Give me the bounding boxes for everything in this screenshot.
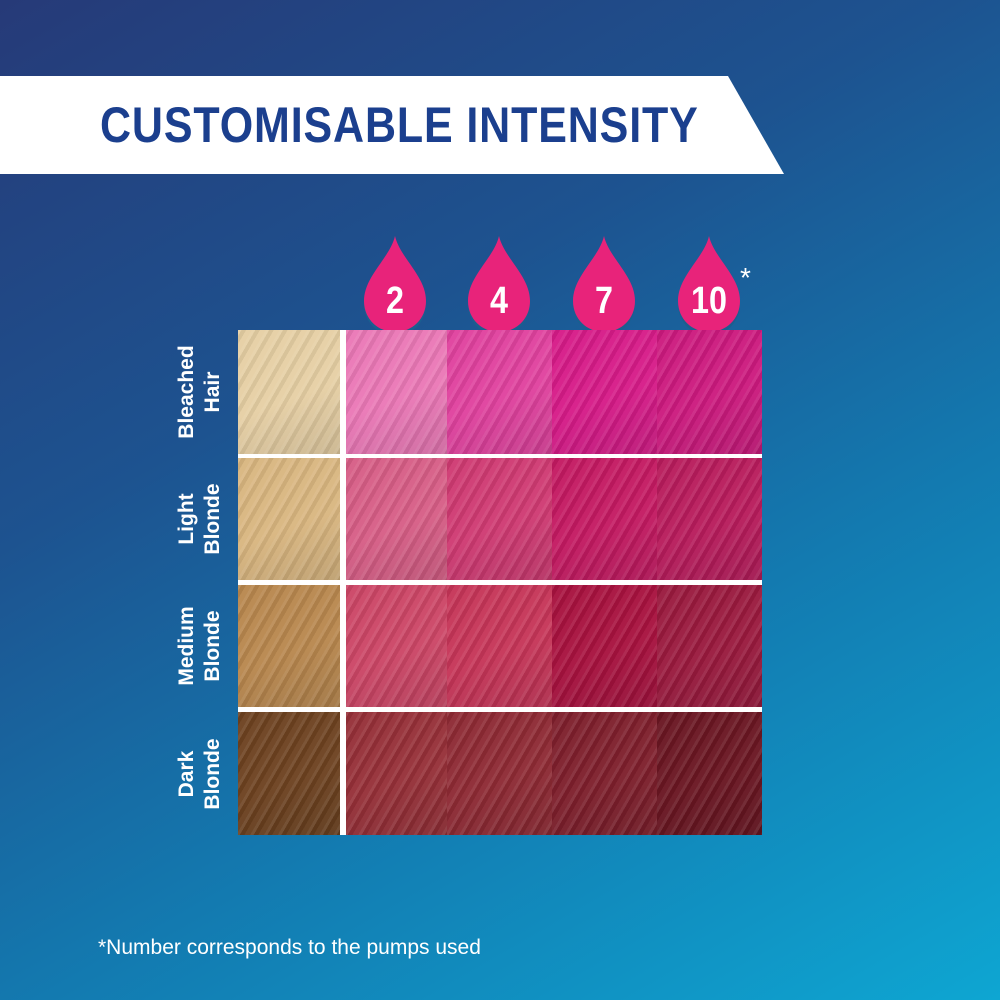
title-banner — [0, 76, 784, 174]
footnote: *Number corresponds to the pumps used — [98, 936, 481, 959]
row-label-line2: Blonde — [201, 737, 224, 810]
base-hair-swatch — [238, 712, 340, 835]
row-label: Light Blonde — [170, 457, 230, 581]
pump-asterisk: * — [740, 262, 751, 293]
row-label-line1: Bleached — [175, 345, 198, 439]
dyed-hair-swatch — [447, 585, 552, 707]
dyed-hair-swatch — [657, 330, 762, 454]
base-hair-swatch — [238, 458, 340, 580]
row-label-line2: Hair — [201, 371, 224, 413]
dyed-hair-swatch — [552, 712, 657, 835]
pump-count: 7 — [595, 280, 613, 322]
dyed-hair-swatch — [657, 458, 762, 580]
row-label-line1: Light — [175, 493, 198, 545]
dyed-hair-swatch — [657, 712, 762, 835]
row-label-line2: Blonde — [201, 483, 224, 555]
base-hair-swatch — [238, 330, 340, 454]
row-label-line1: Medium — [175, 606, 198, 686]
drop-icon: 10 — [678, 236, 740, 336]
pump-count: 4 — [490, 280, 508, 322]
dyed-hair-swatch — [657, 585, 762, 707]
row-label: Dark Blonde — [170, 712, 230, 836]
dyed-hair-swatch — [552, 585, 657, 707]
dyed-hair-swatch — [447, 330, 552, 454]
page-title: CUSTOMISABLE INTENSITY — [100, 97, 699, 153]
color-result-grid — [238, 330, 762, 835]
base-hair-swatch — [238, 585, 340, 707]
row-label-line1: Dark — [175, 750, 198, 797]
dyed-hair-swatch — [346, 458, 447, 580]
pump-count: 10 — [691, 280, 727, 322]
drop-icon: 4 — [468, 236, 530, 336]
dyed-hair-swatch — [346, 585, 447, 707]
dyed-hair-swatch — [346, 330, 447, 454]
row-label: Bleached Hair — [170, 330, 230, 454]
row-label-line2: Blonde — [201, 610, 224, 682]
dyed-hair-swatch — [552, 330, 657, 454]
dyed-hair-swatch — [447, 458, 552, 580]
row-label: Medium Blonde — [170, 584, 230, 708]
drop-icon: 2 — [364, 236, 426, 336]
dyed-hair-swatch — [447, 712, 552, 835]
pump-count: 2 — [386, 280, 404, 322]
dyed-hair-swatch — [552, 458, 657, 580]
drop-icon: 7 — [573, 236, 635, 336]
dyed-hair-swatch — [346, 712, 447, 835]
